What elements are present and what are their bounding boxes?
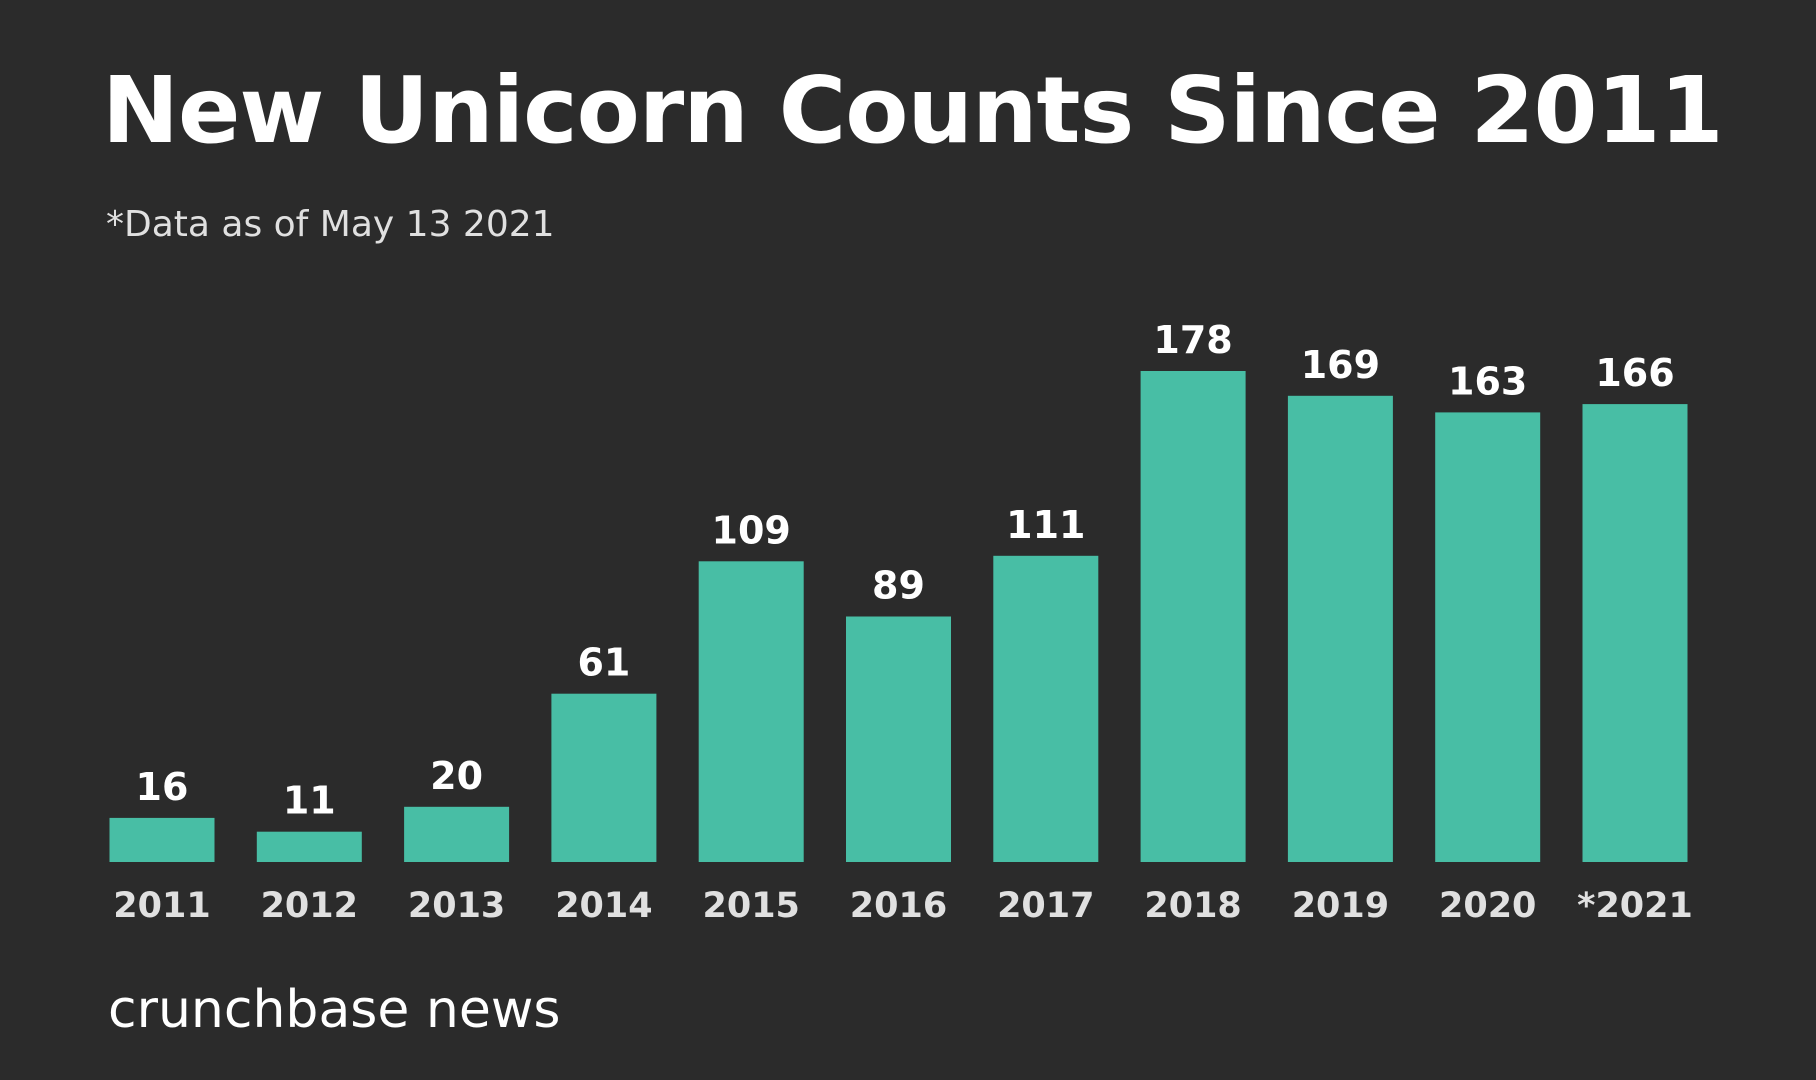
bar-2013: [404, 806, 510, 862]
chart-subtitle: *Data as of May 13 2021: [106, 204, 555, 245]
x-tick-label: 2019: [1292, 886, 1389, 926]
value-label: 163: [1448, 359, 1527, 403]
x-tick-label: 2015: [702, 886, 799, 926]
bar-2016: [846, 616, 951, 862]
bar-2020: [1435, 412, 1541, 862]
x-tick-label: 2020: [1439, 886, 1536, 926]
value-label: 169: [1301, 343, 1380, 387]
value-label: 111: [1006, 503, 1085, 547]
value-label: 16: [136, 765, 189, 809]
value-label: 61: [577, 641, 630, 685]
bar-2021: [1582, 404, 1688, 862]
bar-2019: [1287, 395, 1393, 862]
x-tick-label: 2013: [408, 886, 505, 926]
x-tick-label: 2014: [555, 886, 652, 926]
bar-2017: [993, 555, 1099, 862]
bar-2012: [256, 831, 362, 862]
value-label: 109: [712, 508, 791, 552]
value-label: 178: [1153, 318, 1232, 362]
x-tick-label: 2012: [261, 886, 358, 926]
chart-title: New Unicorn Counts Since 2011: [102, 57, 1724, 164]
x-tick-label: 2016: [850, 886, 947, 926]
bar-2018: [1140, 371, 1246, 862]
x-tick-label: 2011: [113, 886, 210, 926]
bar-2015: [698, 561, 804, 862]
value-label: 20: [430, 754, 483, 798]
x-tick-label: 2017: [997, 886, 1094, 926]
bar-2011: [109, 817, 215, 862]
x-tick-label: *2021: [1577, 886, 1693, 926]
brand-logo: crunchbase news: [108, 980, 561, 1040]
value-label: 166: [1595, 351, 1674, 395]
bar-2014: [551, 693, 657, 862]
x-tick-label: 2018: [1144, 886, 1241, 926]
value-label: 89: [872, 564, 925, 608]
value-label: 11: [283, 779, 336, 823]
